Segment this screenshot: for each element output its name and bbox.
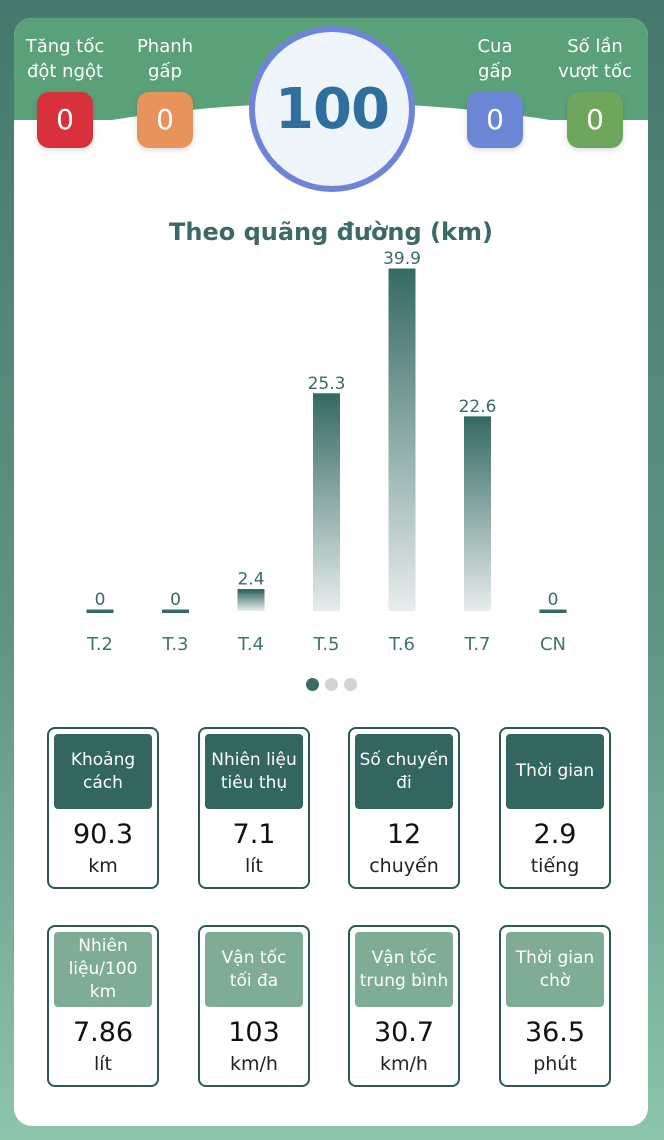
stat-label: Thời gian [506,734,604,809]
stat-unit: lít [244,855,263,877]
bar-cap [162,609,189,613]
bar-value-label: 39.9 [383,249,421,269]
driving-score-ring: 100 [249,26,415,192]
stat-value: 103 [228,1017,280,1048]
bar-T.4[interactable] [237,590,265,611]
page-dot[interactable] [324,678,338,691]
category-label: T.4 [237,634,264,655]
bar-cap [237,588,265,593]
event-label: Cua gấp [477,36,513,82]
bar-cap [388,268,416,272]
stat-unit: km/h [380,1053,428,1075]
stat-label: Khoảng cách [54,734,152,809]
category-label: T.7 [463,634,490,655]
event-count-badge: 0 [37,92,93,148]
category-label: T.5 [312,634,339,655]
stat-average-speed[interactable]: Vận tốc trung bình 30.7 km/h [348,925,460,1087]
stat-idle-time[interactable]: Thời gian chờ 36.5 phút [499,925,611,1087]
event-count-badge: 0 [467,92,523,148]
bar-cap [86,609,114,613]
stat-label: Vận tốc tối đa [205,932,303,1007]
stat-label: Nhiên liệu tiêu thụ [205,734,303,809]
stat-value: 36.5 [524,1017,586,1048]
bar-value-label: 25.3 [308,374,346,394]
chart-title: Theo quãng đường (km) [169,218,493,246]
bar-T.6[interactable] [388,270,416,611]
event-hard-braking[interactable]: Phanh gấp 0 [110,34,220,148]
stat-value: 90.3 [72,819,134,850]
bar-value-label: 0 [170,590,181,610]
event-sharp-turn[interactable]: Cua gấp 0 [440,34,550,148]
stat-distance[interactable]: Khoảng cách 90.3 km [47,727,159,889]
category-label: CN [540,634,566,655]
stat-value: 12 [386,819,422,850]
bar-cap [539,609,567,613]
stat-unit: phút [533,1053,577,1075]
event-label: Tăng tốc đột ngột [25,36,105,82]
category-label: T.6 [388,634,415,655]
stat-unit: km/h [230,1053,278,1075]
page-dot[interactable] [343,678,357,691]
page-dot[interactable] [305,678,319,691]
bar-T.5[interactable] [313,394,340,611]
bar-value-label: 0 [95,590,106,610]
stat-trip-count[interactable]: Số chuyến đi 12 chuyến [348,727,460,889]
category-label: T.3 [161,634,188,655]
event-count-badge: 0 [567,92,623,148]
stat-unit: chuyến [369,855,439,877]
event-label: Số lần vượt tốc [558,36,632,82]
driving-report-card: Tăng tốc đột ngột 0 Phanh gấp 0 Cua gấp … [14,18,648,1126]
stat-fuel-consumed[interactable]: Nhiên liệu tiêu thụ 7.1 lít [198,727,310,889]
stat-value: 30.7 [373,1017,435,1048]
stat-label: Số chuyến đi [355,734,453,809]
stat-max-speed[interactable]: Vận tốc tối đa 103 km/h [198,925,310,1087]
event-speeding[interactable]: Số lần vượt tốc 0 [540,34,648,148]
bar-value-label: 2.4 [237,569,264,589]
stat-unit: km [88,855,118,877]
category-label: T.2 [86,634,113,655]
stat-value: 7.86 [72,1017,134,1048]
distance-bar-chart[interactable]: 0 T.2 0 T.3 2.4 T.4 25.3 T.5 39.9 T.6 22.6 T.7 0 CN [14,18,648,668]
event-count-badge: 0 [137,92,193,148]
stat-fuel-per-100km[interactable]: Nhiên liệu/100 km 7.86 lít [47,925,159,1087]
page-indicator[interactable] [14,676,648,695]
stat-label: Nhiên liệu/100 km [54,932,152,1007]
stat-unit: lít [93,1053,112,1075]
bar-value-label: 22.6 [459,397,497,417]
event-label: Phanh gấp [136,36,194,82]
stat-unit: tiếng [530,855,580,877]
stat-value: 7.1 [232,819,276,850]
event-harsh-acceleration[interactable]: Tăng tốc đột ngột 0 [14,34,120,148]
stat-label: Vận tốc trung bình [355,932,453,1007]
driving-score: 100 [275,76,390,142]
stat-duration[interactable]: Thời gian 2.9 tiếng [499,727,611,889]
bar-cap [464,416,491,420]
bar-cap [313,393,340,397]
stat-value: 2.9 [533,819,577,850]
bar-value-label: 0 [548,590,559,610]
bar-T.7[interactable] [464,417,491,611]
stat-label: Thời gian chờ [506,932,604,1007]
